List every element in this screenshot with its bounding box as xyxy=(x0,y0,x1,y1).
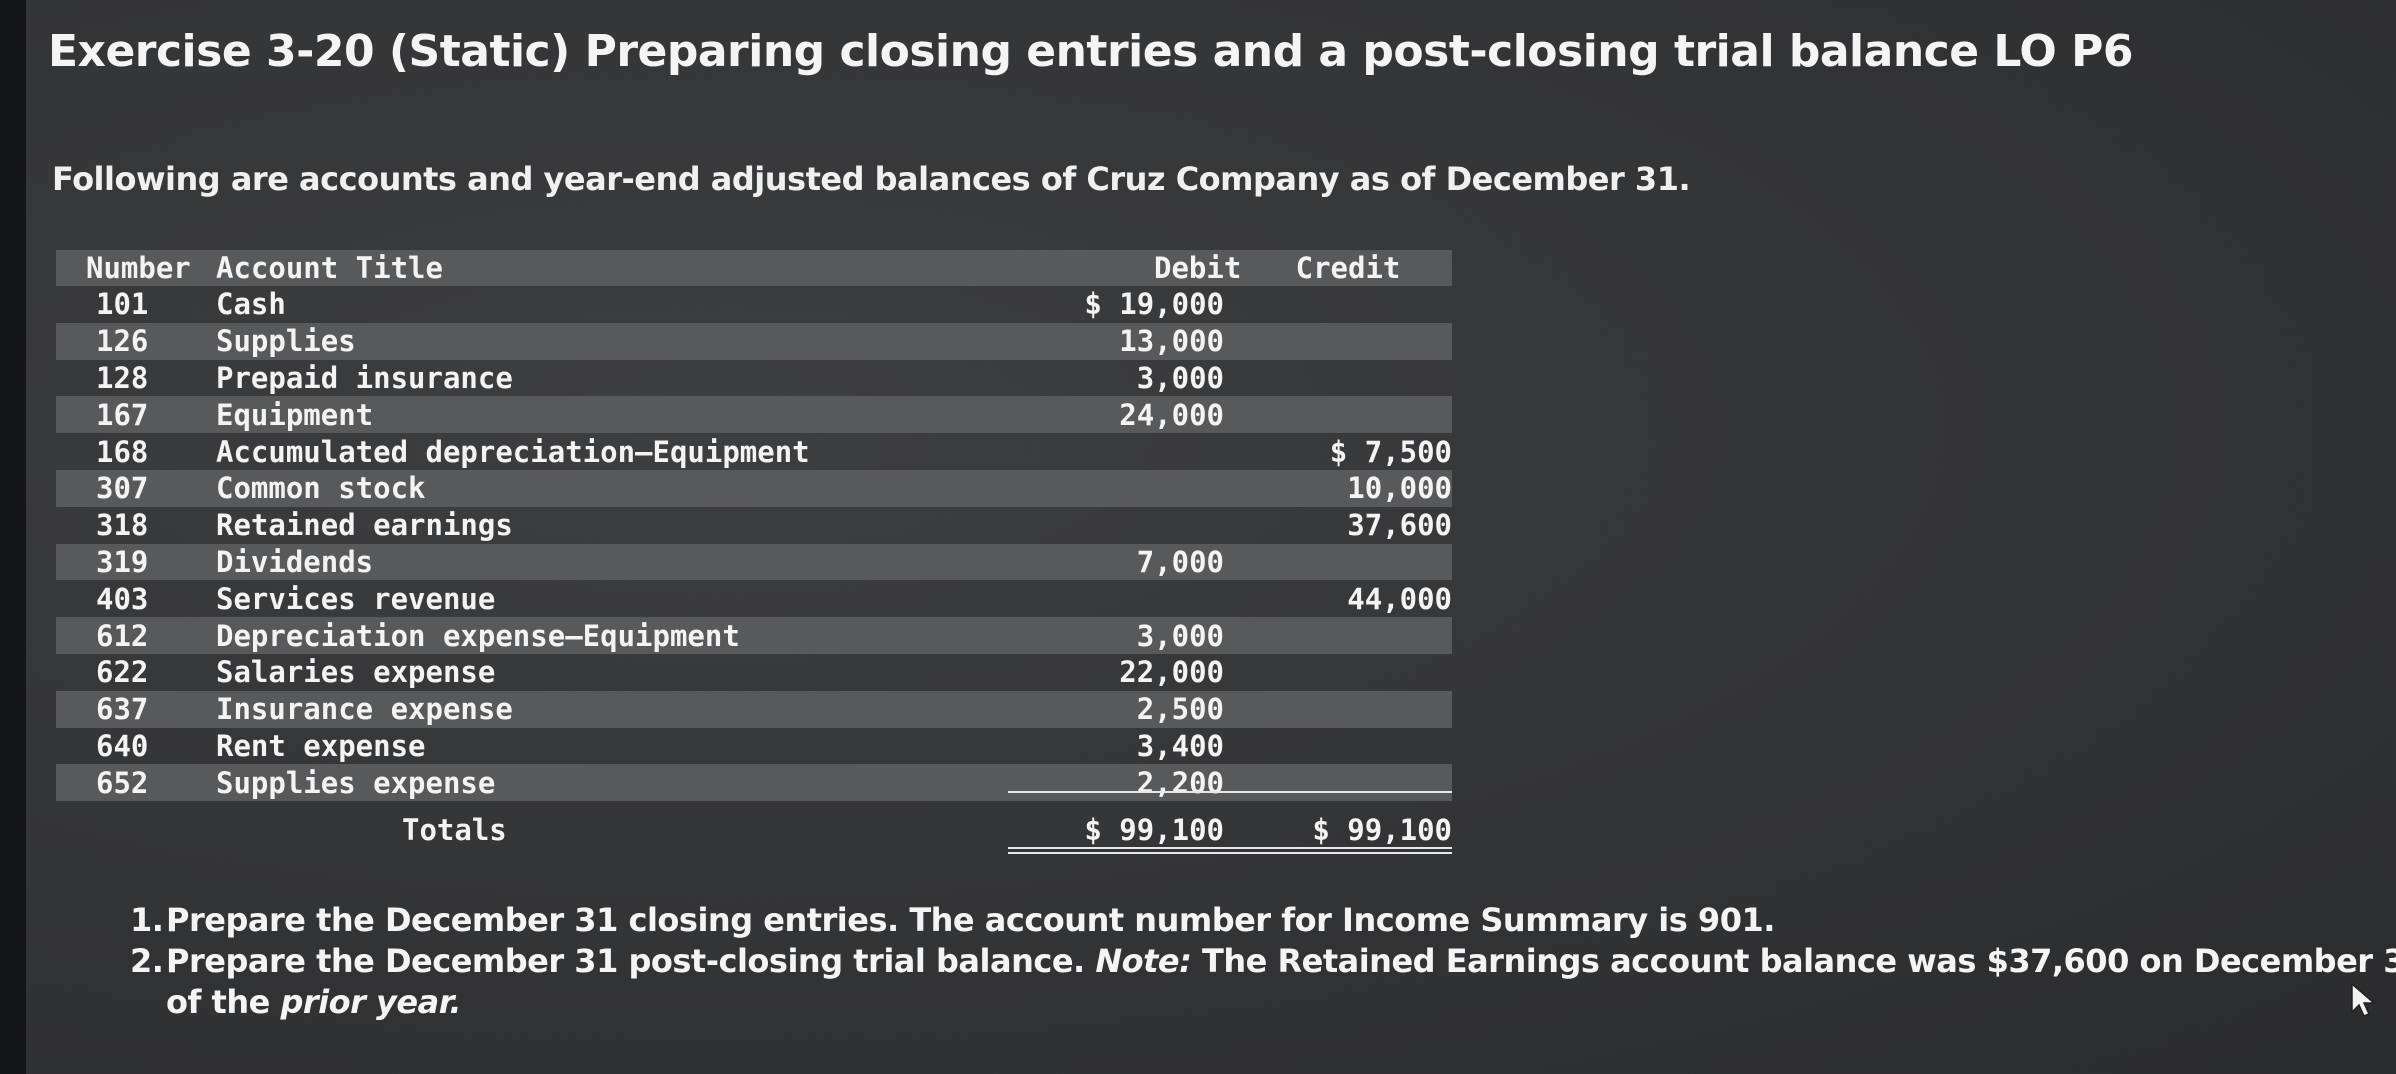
instruction-2: 2. Prepare the December 31 post-closing … xyxy=(130,941,2396,1023)
account-number: 128 xyxy=(96,360,149,395)
account-number: 168 xyxy=(96,434,149,469)
table-row: 167 Equipment 24,000 xyxy=(56,396,1452,434)
table-row: 307 Common stock 10,000 xyxy=(56,469,1452,507)
table-row: 640 Rent expense 3,400 xyxy=(56,728,1452,765)
account-title: Depreciation expense—Equipment xyxy=(216,618,740,653)
credit-amount: $ 7,500 xyxy=(1329,434,1452,469)
account-title: Supplies expense xyxy=(216,765,496,800)
instructions-list: 1. Prepare the December 31 closing entri… xyxy=(130,900,2396,1023)
instruction-2-text: Prepare the December 31 post-closing tri… xyxy=(166,942,1085,980)
table-row: 622 Salaries expense 22,000 xyxy=(56,654,1452,691)
account-number: 167 xyxy=(96,397,149,432)
account-title: Services revenue xyxy=(216,581,496,616)
instruction-2-number: 2. xyxy=(130,942,164,980)
debit-amount: 3,000 xyxy=(1136,360,1224,395)
totals-underline xyxy=(1008,791,1452,793)
totals-credit: $ 99,100 xyxy=(1312,813,1452,848)
account-number: 640 xyxy=(96,728,149,763)
instruction-2-prior-year: prior year. xyxy=(280,983,462,1021)
account-title: Equipment xyxy=(216,397,374,432)
account-title: Retained earnings xyxy=(216,508,513,543)
column-header-credit: Credit xyxy=(1295,251,1401,285)
table-row: 612 Depreciation expense—Equipment 3,000 xyxy=(56,617,1452,654)
table-row: 126 Supplies 13,000 xyxy=(56,322,1452,360)
account-title: Rent expense xyxy=(216,728,426,763)
exercise-title: Exercise 3-20 (Static) Preparing closing… xyxy=(48,26,2133,77)
table-row: 652 Supplies expense 2,200 xyxy=(56,764,1452,802)
totals-double-underline xyxy=(1008,847,1452,854)
column-header-debit: Debit xyxy=(1154,251,1242,285)
account-title: Supplies xyxy=(216,324,356,359)
instruction-1-number: 1. xyxy=(130,901,164,939)
debit-amount: 22,000 xyxy=(1119,655,1224,690)
table-row: 403 Services revenue 44,000 xyxy=(56,580,1452,617)
debit-amount: 3,400 xyxy=(1136,728,1224,763)
credit-amount: 10,000 xyxy=(1347,471,1452,506)
debit-amount: 2,500 xyxy=(1136,692,1224,727)
account-title: Salaries expense xyxy=(216,655,496,690)
table-row: 101 Cash $ 19,000 xyxy=(56,286,1452,323)
credit-amount: 37,600 xyxy=(1347,508,1452,543)
debit-amount: 7,000 xyxy=(1136,544,1224,579)
account-title: Prepaid insurance xyxy=(216,360,513,395)
debit-amount: $ 19,000 xyxy=(1084,287,1224,322)
instruction-2-note-text: The Retained Earnings account balance wa… xyxy=(1202,942,2396,980)
account-number: 307 xyxy=(96,471,149,506)
debit-amount: 3,000 xyxy=(1136,618,1224,653)
account-number: 637 xyxy=(96,692,149,727)
totals-row: Totals $ 99,100 $ 99,100 xyxy=(56,801,1452,849)
debit-amount: 13,000 xyxy=(1119,324,1224,359)
table-row: 637 Insurance expense 2,500 xyxy=(56,690,1452,728)
account-number: 318 xyxy=(96,508,149,543)
instruction-2-note-label: Note: xyxy=(1095,942,1192,980)
account-title: Common stock xyxy=(216,471,426,506)
table-header-row: Number Account Title Debit Credit xyxy=(56,250,1452,286)
intro-text: Following are accounts and year-end adju… xyxy=(52,160,1691,198)
table-row: 168 Accumulated depreciation—Equipment $ 7… xyxy=(56,433,1452,470)
totals-debit: $ 99,100 xyxy=(1084,813,1224,848)
instruction-1-text: Prepare the December 31 closing entries.… xyxy=(166,901,1775,939)
instruction-2-continuation: of the prior year. xyxy=(166,982,2396,1023)
column-header-number: Number xyxy=(86,251,191,285)
column-header-title: Account Title xyxy=(216,251,443,285)
account-number: 622 xyxy=(96,655,149,690)
credit-amount: 44,000 xyxy=(1347,581,1452,616)
screen-bezel xyxy=(0,0,26,1074)
account-title: Cash xyxy=(216,287,286,322)
totals-label: Totals xyxy=(402,813,507,848)
account-title: Accumulated depreciation—Equipment xyxy=(216,434,810,469)
account-title: Dividends xyxy=(216,544,374,579)
mouse-pointer-icon xyxy=(2351,982,2377,1017)
account-number: 101 xyxy=(96,287,149,322)
account-number: 319 xyxy=(96,544,149,579)
adjusted-balances-table: Number Account Title Debit Credit 101 Cas… xyxy=(56,250,1452,849)
table-row: 128 Prepaid insurance 3,000 xyxy=(56,360,1452,397)
table-row: 319 Dividends 7,000 xyxy=(56,543,1452,581)
account-title: Insurance expense xyxy=(216,692,513,727)
instruction-1: 1. Prepare the December 31 closing entri… xyxy=(130,900,2396,941)
instruction-2-of-the: of the xyxy=(166,983,270,1021)
debit-amount: 2,200 xyxy=(1136,765,1224,800)
table-row: 318 Retained earnings 37,600 xyxy=(56,507,1452,544)
table-body: 101 Cash $ 19,000 126 Supplies 13,000 128 Prepa… xyxy=(56,286,1452,802)
account-number: 403 xyxy=(96,581,149,616)
account-number: 612 xyxy=(96,618,149,653)
account-number: 652 xyxy=(96,765,149,800)
account-number: 126 xyxy=(96,324,149,359)
debit-amount: 24,000 xyxy=(1119,397,1224,432)
